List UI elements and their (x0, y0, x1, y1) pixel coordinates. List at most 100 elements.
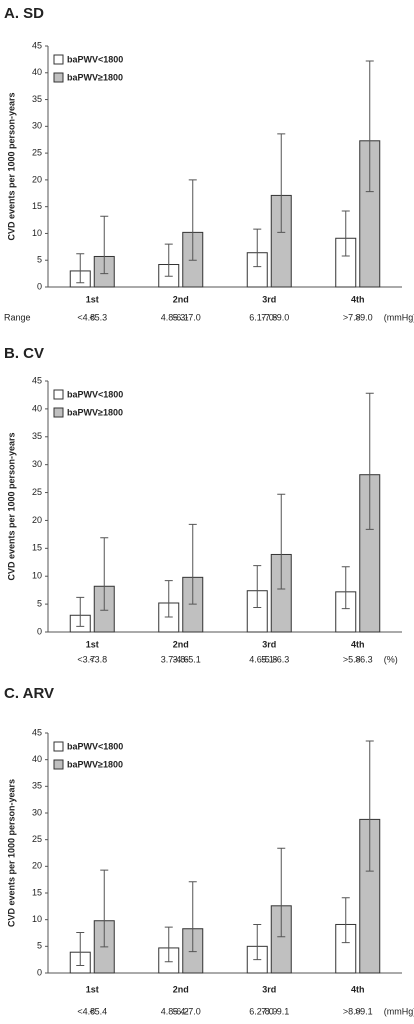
legend-swatch (53, 407, 64, 418)
y-tick-label: 30 (32, 121, 42, 131)
y-tick-label: 45 (32, 727, 42, 737)
range-label: 7.0-9.0 (261, 312, 289, 322)
range-label: 4.8-6.1 (161, 312, 189, 322)
error-bar (164, 243, 173, 277)
error-bar (164, 926, 173, 963)
legend-label: baPWV≥1800 (67, 759, 123, 769)
range-label: 4.8-6.2 (161, 1006, 189, 1016)
legend-swatch (53, 759, 64, 770)
range-label: <5.3 (89, 312, 107, 322)
error-bar (164, 580, 173, 618)
range-label: 6.2-8.0 (249, 1006, 277, 1016)
y-tick-label: 5 (37, 941, 42, 951)
y-axis-label: CVD events per 1000 person-years (6, 432, 16, 580)
y-tick-label: 25 (32, 834, 42, 844)
legend-label: baPWV≥1800 (67, 407, 123, 417)
error-bar (100, 215, 109, 275)
x-tick-label: 1st (86, 294, 99, 304)
error-bar (100, 537, 109, 611)
panel-title: C. ARV (4, 685, 54, 702)
range-label: >7.8 (343, 312, 361, 322)
y-tick-label: 20 (32, 861, 42, 871)
error-bar (365, 60, 374, 193)
y-tick-label: 25 (32, 487, 42, 497)
range-label: 4.6-5.8 (249, 654, 277, 664)
y-tick-label: 20 (32, 174, 42, 184)
error-bar (365, 392, 374, 530)
legend-swatch (53, 389, 64, 400)
y-tick-label: 0 (37, 626, 42, 636)
error-bar (341, 897, 350, 944)
range-label: <3.8 (89, 654, 107, 664)
range-label: 3.8-5.1 (173, 654, 201, 664)
error-bar (253, 565, 262, 608)
legend-label: baPWV<1800 (67, 741, 123, 751)
error-bar (253, 923, 262, 961)
y-tick-label: 20 (32, 515, 42, 525)
range-label: <5.4 (89, 1006, 107, 1016)
legend-label: baPWV≥1800 (67, 72, 123, 82)
y-tick-label: 40 (32, 403, 42, 413)
y-tick-label: 30 (32, 459, 42, 469)
range-label: 5.3-7.0 (173, 312, 201, 322)
error-bar (76, 253, 85, 284)
y-tick-label: 35 (32, 431, 42, 441)
y-tick-label: 40 (32, 67, 42, 77)
y-tick-label: 30 (32, 807, 42, 817)
y-tick-label: 45 (32, 40, 42, 50)
legend-swatch (53, 741, 64, 752)
x-tick-label: 4th (351, 639, 365, 649)
range-label: 3.7-4.6 (161, 654, 189, 664)
range-label: >5.8 (343, 654, 361, 664)
range-label: 5.1-6.3 (261, 654, 289, 664)
x-tick-label: 4th (351, 984, 365, 994)
x-tick-label: 2nd (173, 984, 189, 994)
x-tick-label: 1st (86, 984, 99, 994)
x-tick-label: 3rd (262, 294, 276, 304)
range-label: >6.3 (355, 654, 373, 664)
range-label: >8.0 (343, 1006, 361, 1016)
error-bar (277, 493, 286, 590)
error-bar (341, 566, 350, 610)
error-bar (76, 931, 85, 967)
legend-label: baPWV<1800 (67, 389, 123, 399)
error-bar (100, 869, 109, 948)
y-tick-label: 40 (32, 754, 42, 764)
unit-label: (mmHg) (384, 312, 414, 322)
range-label: <4.8 (77, 1006, 95, 1016)
y-tick-label: 0 (37, 281, 42, 291)
range-label: <4.8 (77, 312, 95, 322)
x-tick-label: 3rd (262, 639, 276, 649)
x-tick-label: 4th (351, 294, 365, 304)
range-label: <3.7 (77, 654, 95, 664)
range-label: 5.4-7.0 (173, 1006, 201, 1016)
range-label: >9.1 (355, 1006, 373, 1016)
unit-label: (%) (384, 654, 398, 664)
range-label: 7.0-9.1 (261, 1006, 289, 1016)
error-bar (365, 740, 374, 872)
y-tick-label: 10 (32, 228, 42, 238)
error-bar (253, 228, 262, 268)
y-tick-label: 10 (32, 914, 42, 924)
y-tick-label: 15 (32, 887, 42, 897)
y-axis-label: CVD events per 1000 person-years (6, 92, 16, 240)
unit-label: (mmHg) (384, 1006, 414, 1016)
y-tick-label: 45 (32, 375, 42, 385)
y-tick-label: 35 (32, 94, 42, 104)
y-tick-label: 0 (37, 967, 42, 977)
x-tick-label: 1st (86, 639, 99, 649)
y-tick-label: 10 (32, 571, 42, 581)
range-label: >9.0 (355, 312, 373, 322)
y-tick-label: 25 (32, 147, 42, 157)
x-tick-label: 2nd (173, 294, 189, 304)
error-bar (277, 133, 286, 233)
legend-label: baPWV<1800 (67, 54, 123, 64)
panel-title: A. SD (4, 5, 44, 22)
x-tick-label: 3rd (262, 984, 276, 994)
error-bar (188, 179, 197, 261)
legend-swatch (53, 72, 64, 83)
legend-swatch (53, 54, 64, 65)
range-label: 6.1-7.8 (249, 312, 277, 322)
y-tick-label: 35 (32, 781, 42, 791)
